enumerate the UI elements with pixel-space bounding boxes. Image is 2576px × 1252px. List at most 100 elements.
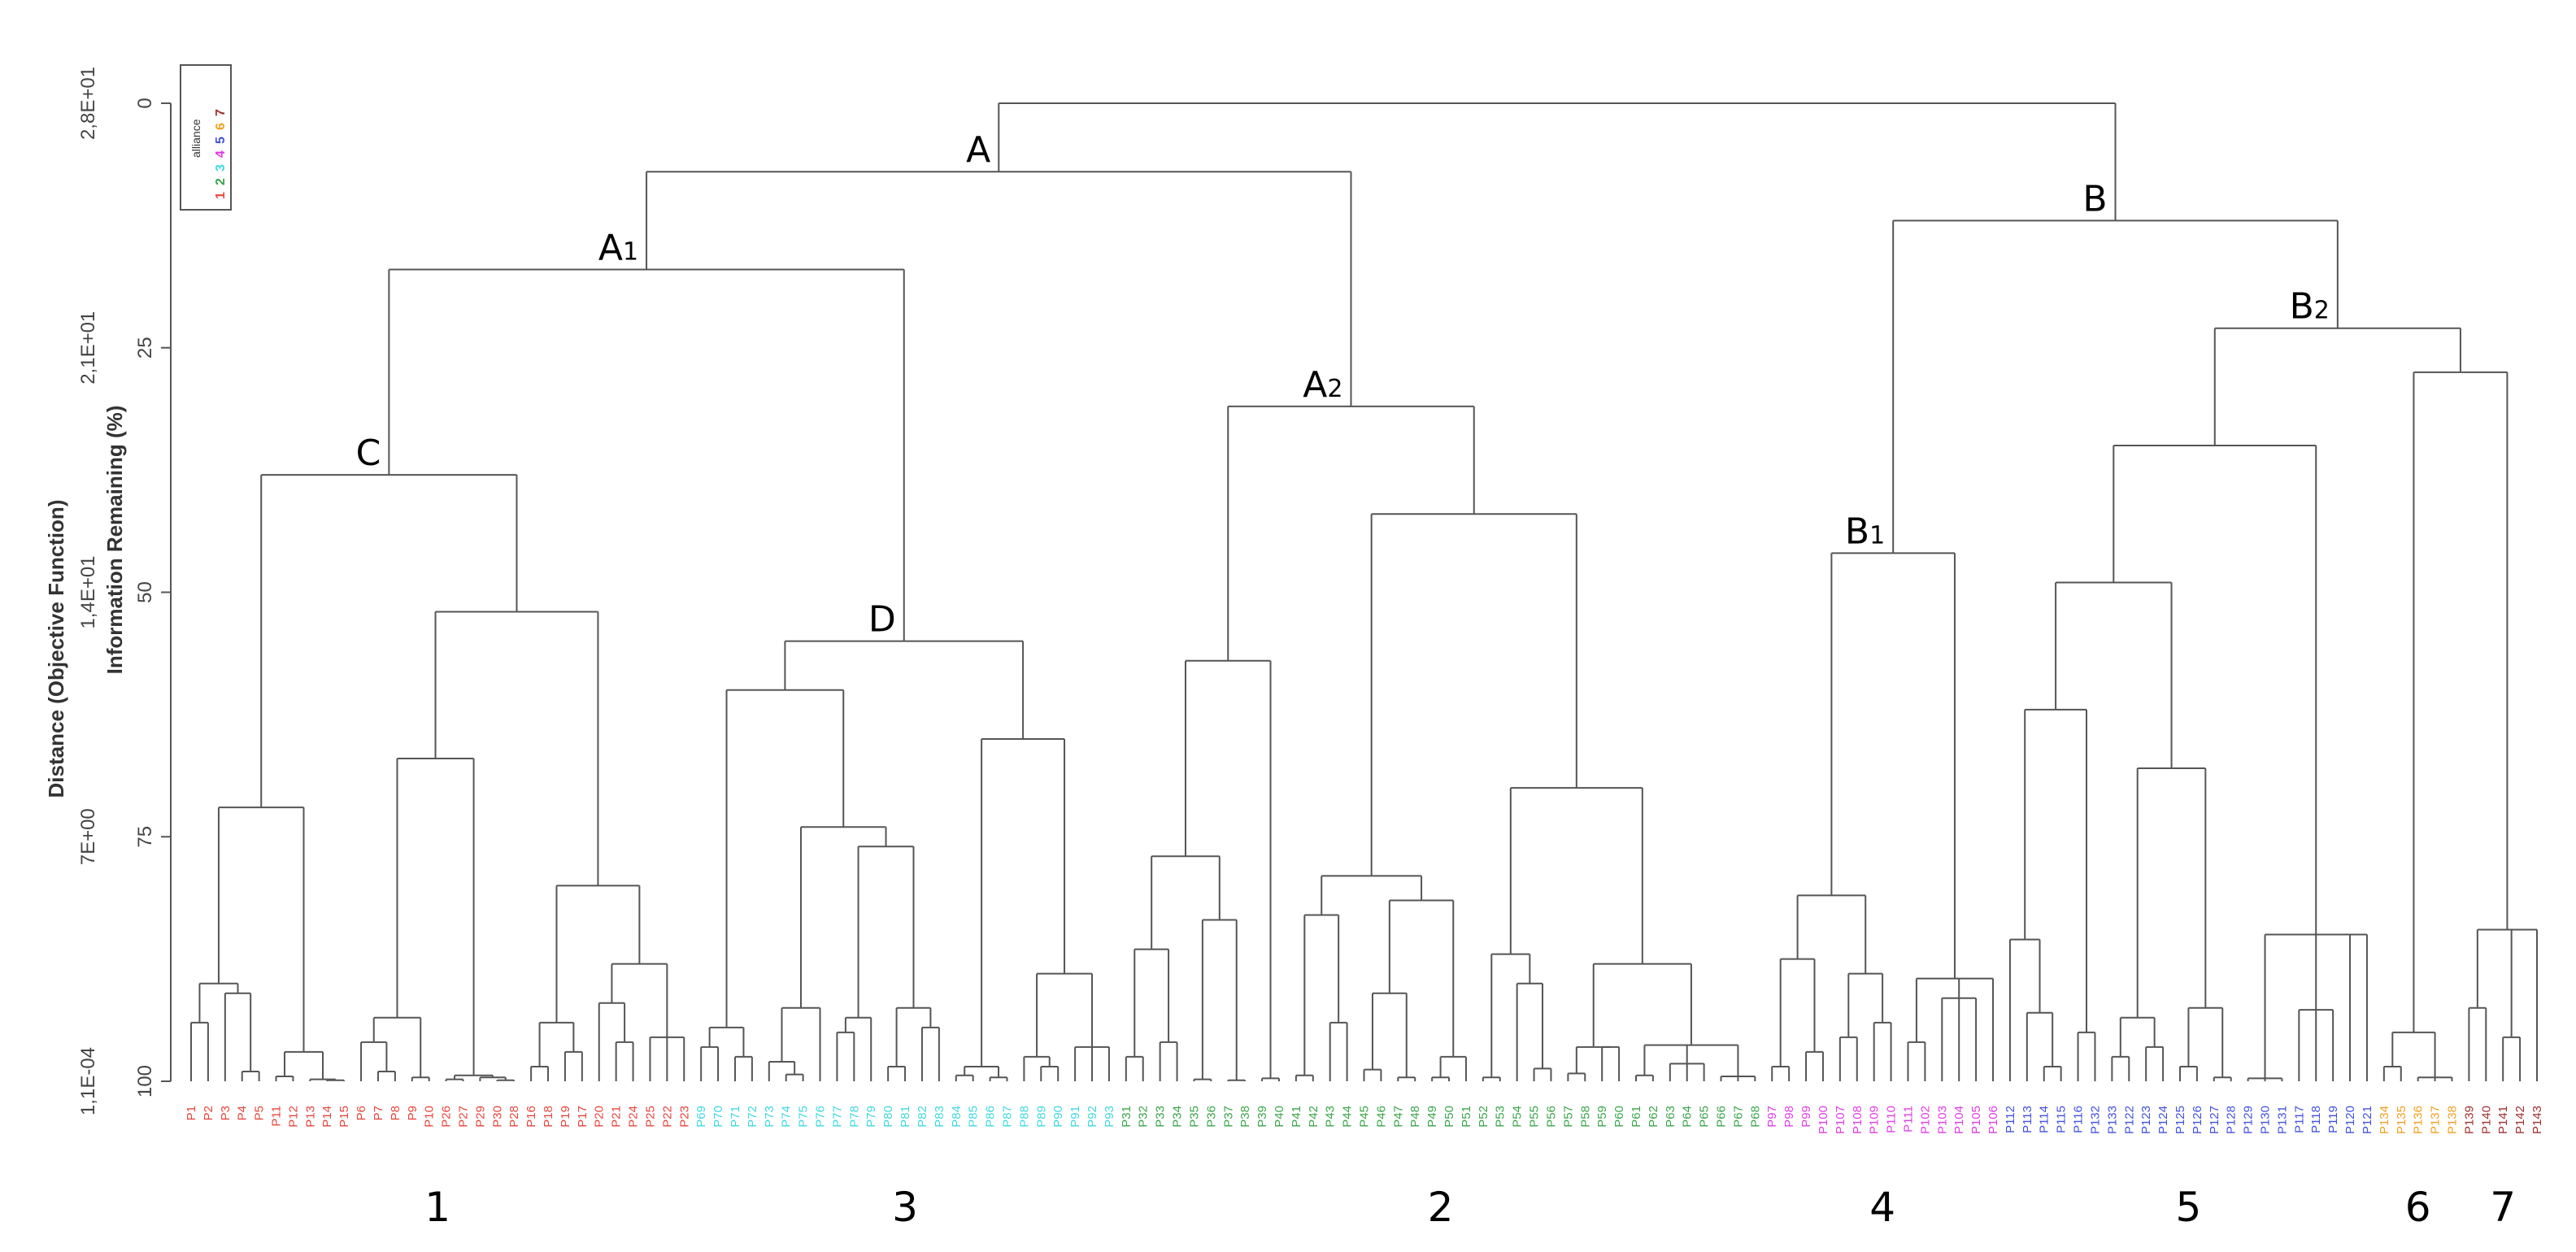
leaf-label: P33 [1154, 1106, 1168, 1128]
leaf-label: P130 [2259, 1106, 2273, 1134]
leaf-label: P14 [320, 1106, 334, 1128]
leaf-label: P107 [1834, 1106, 1847, 1134]
leaf-label: P84 [950, 1106, 964, 1128]
dendrogram-branches [190, 102, 2538, 1081]
legend-entry: 4 [214, 150, 228, 158]
y-tick-info: 75 [134, 826, 156, 848]
leaf-label: P24 [627, 1106, 641, 1128]
leaf-label: P136 [2412, 1106, 2426, 1134]
alliance-group-label: 7 [2490, 1184, 2516, 1231]
leaf-label: P97 [1765, 1106, 1779, 1128]
leaf-label: P9 [406, 1106, 420, 1120]
legend-entry: 5 [214, 137, 228, 144]
leaf-label: P68 [1748, 1106, 1762, 1128]
leaf-label: P85 [967, 1106, 981, 1128]
leaf-label: P102 [1918, 1106, 1932, 1134]
leaf-label: P39 [1255, 1106, 1269, 1128]
leaf-label: P27 [456, 1106, 470, 1128]
leaf-label: P15 [337, 1106, 351, 1128]
leaf-label: P57 [1561, 1106, 1575, 1128]
leaf-label: P34 [1171, 1106, 1185, 1128]
leaf-labels: P1 P2 P3 P4 P5 P11 P12 P13 P14 P15 P6 P7 P8 P9 P10 P26 P… [185, 1106, 2544, 1134]
legend-entry: 3 [214, 164, 228, 172]
leaf-label: P43 [1324, 1106, 1338, 1128]
node-labels: A B A1 A2 B1 B2 C D [356, 129, 2330, 640]
leaf-label: P90 [1051, 1106, 1065, 1128]
leaf-label: P50 [1442, 1106, 1456, 1128]
leaf-label: P112 [2004, 1106, 2017, 1133]
y-tick-distance: 7E+00 [77, 808, 99, 865]
leaf-label: P26 [440, 1106, 454, 1128]
leaf-label: P4 [236, 1106, 250, 1120]
legend-entry: 6 [214, 123, 228, 130]
leaf-label: P11 [270, 1106, 284, 1127]
leaf-label: P69 [694, 1106, 708, 1128]
leaf-label: P79 [864, 1106, 878, 1128]
leaf-label: P93 [1103, 1106, 1116, 1128]
leaf-label: P108 [1851, 1106, 1865, 1134]
leaf-label: P92 [1086, 1106, 1099, 1128]
leaf-label: P6 [355, 1106, 368, 1120]
leaf-label: P117 [2292, 1106, 2306, 1133]
alliance-group-label: 6 [2405, 1184, 2431, 1231]
leaf-label: P121 [2361, 1106, 2374, 1134]
leaf-label: P40 [1273, 1106, 1286, 1128]
y-tick-info: 100 [134, 1065, 156, 1098]
leaf-label: P137 [2429, 1106, 2443, 1134]
leaf-label: P135 [2395, 1106, 2408, 1134]
leaf-label: P115 [2055, 1106, 2069, 1133]
leaf-label: P114 [2038, 1106, 2052, 1133]
leaf-label: P49 [1425, 1106, 1439, 1128]
leaf-label: P66 [1715, 1106, 1729, 1128]
leaf-label: P91 [1068, 1106, 1082, 1128]
leaf-label: P89 [1034, 1106, 1048, 1128]
leaf-label: P78 [847, 1106, 861, 1128]
leaf-label: P110 [1885, 1106, 1899, 1133]
leaf-label: P124 [2156, 1106, 2170, 1134]
leaf-label: P133 [2105, 1106, 2119, 1134]
leaf-label: P45 [1358, 1106, 1372, 1128]
leaf-label: P38 [1238, 1106, 1252, 1128]
leaf-label: P105 [1969, 1106, 1983, 1134]
leaf-label: P119 [2326, 1106, 2340, 1133]
leaf-label: P1 [185, 1106, 198, 1120]
leaf-label: P58 [1578, 1106, 1592, 1128]
leaf-label: P29 [473, 1106, 487, 1128]
leaf-label: P3 [219, 1106, 233, 1120]
alliance-group-label: 1 [424, 1184, 450, 1231]
leaf-label: P12 [286, 1106, 300, 1128]
y-tick-info: 0 [134, 98, 156, 108]
leaf-label: P35 [1187, 1106, 1201, 1128]
leaf-label: P122 [2122, 1106, 2136, 1134]
leaf-label: P142 [2513, 1106, 2527, 1134]
y-tick-info: 25 [134, 337, 156, 359]
leaf-label: P65 [1698, 1106, 1712, 1128]
leaf-label: P20 [593, 1106, 607, 1128]
y-tick-distance: 2,8E+01 [77, 67, 99, 140]
leaf-label: P87 [1000, 1106, 1014, 1128]
leaf-label: P83 [933, 1106, 946, 1128]
y-axis-title-distance: Distance (Objective Function) [44, 500, 68, 798]
leaf-label: P16 [524, 1106, 538, 1128]
y-tick-distance: 1,4E+01 [77, 555, 99, 628]
leaf-label: P118 [2309, 1106, 2323, 1133]
leaf-label: P13 [303, 1106, 317, 1128]
leaf-label: P2 [202, 1106, 215, 1120]
node-label-a: A [966, 129, 990, 171]
leaf-label: P60 [1612, 1106, 1626, 1128]
leaf-label: P81 [899, 1106, 912, 1128]
leaf-label: P73 [763, 1106, 777, 1128]
leaf-label: P138 [2445, 1106, 2459, 1134]
alliance-group-label: 5 [2176, 1184, 2202, 1231]
leaf-label: P30 [490, 1106, 504, 1128]
leaf-label: P125 [2174, 1106, 2187, 1134]
leaf-label: P100 [1817, 1106, 1830, 1134]
leaf-label: P131 [2275, 1106, 2289, 1134]
node-label-b2: B2 [2290, 286, 2330, 328]
leaf-label: P88 [1017, 1106, 1031, 1128]
leaf-label: P51 [1460, 1106, 1473, 1128]
leaf-label: P62 [1647, 1106, 1660, 1128]
node-label-b1: B1 [1845, 511, 1885, 552]
leaf-label: P72 [746, 1106, 759, 1128]
y-tick-distance: 2,1E+01 [77, 311, 99, 385]
